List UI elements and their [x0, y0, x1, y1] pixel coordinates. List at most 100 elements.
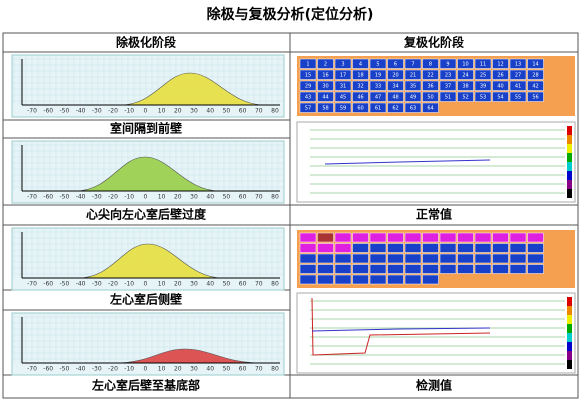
grid-cell-label: 40: [497, 84, 503, 90]
axis-label: 50: [223, 194, 231, 201]
grid-cell-label: 45: [340, 95, 346, 101]
grid-cell: [317, 69, 334, 80]
grid-cell: [299, 243, 317, 253]
grid-cell: [369, 58, 387, 69]
trend-panel: [296, 292, 576, 374]
grid-cell: [509, 232, 527, 243]
grid-cell: [387, 264, 404, 274]
axis-label: 60: [239, 108, 247, 115]
grid-cell: [352, 264, 369, 274]
axis-label: 20: [174, 281, 182, 288]
grid-cell: [439, 69, 457, 80]
grid-cell: [352, 243, 369, 253]
grid-cell: [492, 243, 509, 253]
grid-cell: [509, 58, 527, 69]
grid-cell-label: 6: [394, 62, 397, 68]
axis-label: 30: [190, 194, 198, 201]
grid-cell-label: 12: [497, 62, 503, 68]
legend-swatch: [567, 342, 572, 351]
grid-cell: [334, 243, 352, 253]
axis-label: 40: [206, 194, 214, 201]
grid-cell: [369, 243, 387, 253]
grid-cell: [387, 69, 404, 80]
axis-label: -40: [76, 108, 86, 115]
grid-cell: [404, 264, 422, 274]
axis-label: 80: [271, 366, 279, 373]
grid-cell: [317, 102, 334, 113]
grid-cell: [317, 264, 334, 274]
row-label: 左心室后壁至基底部: [91, 378, 200, 393]
grid-cell-label: 41: [515, 84, 521, 90]
grid-cell: [369, 232, 387, 243]
axis-label: 0: [143, 194, 147, 201]
grid-cell: [404, 253, 422, 264]
axis-label: -30: [92, 281, 102, 288]
axis-label: -40: [76, 194, 86, 201]
axis-label: 40: [206, 108, 214, 115]
grid-cell-label: 20: [392, 73, 398, 79]
trend-line: [311, 327, 491, 332]
grid-cell: [317, 58, 334, 69]
row-label: 左心室后侧壁: [109, 292, 182, 307]
axis-label: -60: [43, 108, 53, 115]
grid-cell: [334, 69, 352, 80]
grid-cell-label: 31: [340, 84, 346, 90]
grid-cell-label: 37: [445, 84, 451, 90]
grid-cell-label: 49: [410, 95, 416, 101]
grid-cell: [299, 232, 317, 243]
row-label: 心尖向左心室后壁过度: [86, 207, 207, 222]
grid-cell-label: 10: [462, 62, 468, 68]
axis-label: -30: [92, 108, 102, 115]
row-label: 室间隔到前壁: [110, 121, 182, 136]
legend-swatch: [567, 360, 572, 369]
grid-cell-label: 59: [340, 106, 346, 112]
grid-cell: [387, 58, 404, 69]
legend-swatch: [567, 180, 572, 189]
grid-cell: [527, 58, 544, 69]
legend-swatch: [567, 135, 572, 144]
grid-cell: [404, 243, 422, 253]
grid-cell-label: 25: [480, 73, 486, 79]
grid-cell: [474, 243, 492, 253]
grid-cell: [439, 58, 457, 69]
grid-cell: [457, 264, 474, 274]
grid-cell-label: 52: [462, 95, 468, 101]
grid-cell: [334, 253, 352, 264]
waveform-area: [119, 72, 266, 106]
grid-cell: [439, 264, 457, 274]
grid-cell: [474, 58, 492, 69]
grid-cell-label: 55: [515, 95, 521, 101]
axis-label: 10: [158, 281, 166, 288]
grid-cell: [299, 274, 317, 285]
axis-label: 20: [174, 194, 182, 201]
grid-cell-label: 27: [515, 73, 521, 79]
axis-label: -50: [59, 108, 69, 115]
grid-cell: [422, 102, 439, 113]
grid-cell-label: 16: [322, 73, 328, 79]
grid-cell-label: 51: [445, 95, 451, 101]
axis-label: 50: [223, 108, 231, 115]
grid-cell: [317, 274, 334, 285]
row-label: 检测值: [416, 378, 452, 393]
axis-label: -60: [43, 366, 53, 373]
grid-cell: [317, 91, 334, 102]
grid-cell: [317, 253, 334, 264]
grid-cell: [474, 264, 492, 274]
grid-cell: [457, 91, 474, 102]
grid-cell: [492, 232, 509, 243]
grid-cell: [527, 243, 544, 253]
axis-label: 20: [174, 366, 182, 373]
grid-cell-label: 44: [322, 95, 328, 101]
grid-cell: [299, 102, 317, 113]
grid-cell-label: 42: [532, 84, 538, 90]
legend-swatch: [567, 126, 572, 135]
grid-cell-label: 50: [427, 95, 433, 101]
axis-label: -70: [27, 366, 37, 373]
axis-label: -50: [59, 366, 69, 373]
grid-cell-label: 3: [341, 62, 344, 68]
grid-cell-label: 36: [427, 84, 433, 90]
grid-cell: [352, 58, 369, 69]
grid-cell: [509, 264, 527, 274]
grid-cell: [457, 243, 474, 253]
